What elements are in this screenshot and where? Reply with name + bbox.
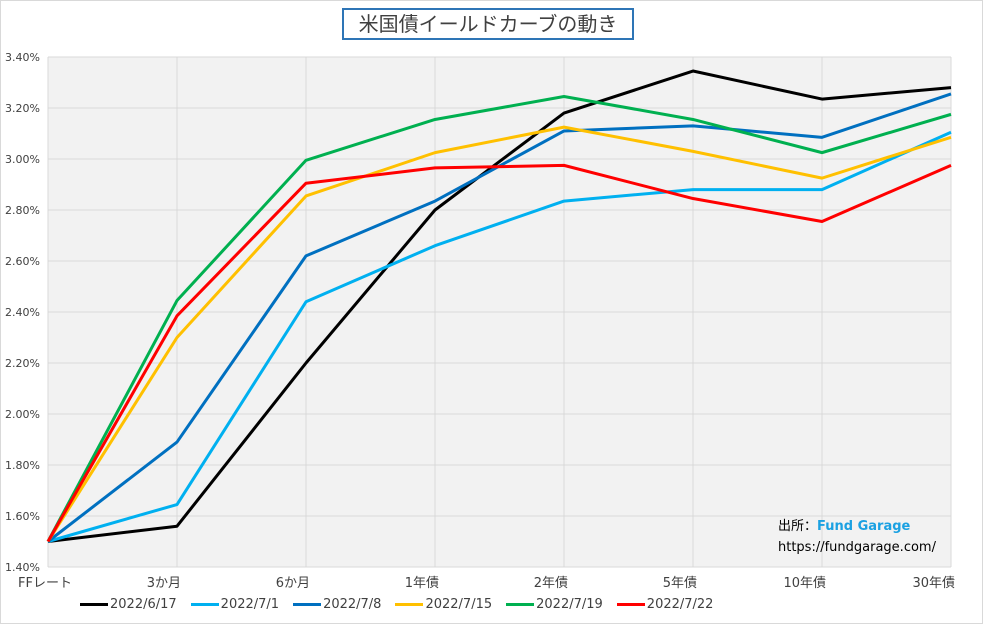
legend-label: 2022/7/15 — [425, 597, 493, 612]
series-line — [46, 95, 952, 543]
legend-item: 2022/7/1 — [190, 597, 280, 612]
x-tick-label: 2年債 — [534, 576, 568, 591]
source-name: Fund Garage — [817, 519, 911, 534]
y-tick-label: 3.00% — [5, 153, 40, 166]
y-tick-label: 2.20% — [5, 357, 40, 370]
legend-label: 2022/6/17 — [110, 597, 177, 612]
legend-item: 2022/7/22 — [616, 597, 714, 612]
x-tick-label: 1年債 — [405, 576, 439, 591]
source-url: https://fundgarage.com/ — [778, 540, 936, 555]
legend-item: 2022/7/19 — [506, 597, 603, 612]
y-tick-label: 3.20% — [5, 102, 40, 115]
y-tick-label: 2.40% — [5, 306, 40, 319]
legend: 2022/6/17 2022/7/1 2022/7/8 2022/7/15 2022/7… — [80, 597, 713, 612]
legend-item: 2022/7/8 — [293, 597, 381, 612]
x-tick-label: 5年債 — [663, 576, 697, 591]
legend-swatch — [616, 603, 645, 606]
legend-label: 2022/7/22 — [646, 597, 714, 612]
series-line — [47, 130, 952, 543]
source-label: 出所： — [778, 519, 818, 534]
x-tick-label: 10年債 — [783, 576, 826, 591]
legend-swatch — [293, 603, 322, 606]
x-tick-label: 6か月 — [276, 576, 310, 591]
y-tick-label: 3.40% — [5, 51, 40, 64]
y-tick-label: 1.80% — [5, 459, 40, 472]
x-tick-label: 3か月 — [147, 576, 181, 591]
legend-label: 2022/7/19 — [536, 597, 603, 612]
legend-label: 2022/7/8 — [323, 597, 382, 612]
legend-swatch — [506, 603, 535, 606]
x-tick-label: 30年債 — [912, 576, 955, 591]
legend-item: 2022/6/17 — [80, 597, 177, 612]
legend-swatch — [395, 603, 424, 606]
y-tick-label: 1.60% — [5, 510, 40, 523]
y-tick-label: 1.40% — [5, 561, 40, 574]
legend-item: 2022/7/15 — [395, 597, 492, 612]
source-note: 出所：Fund Garage — [778, 515, 910, 534]
x-tick-label: FFレート — [18, 576, 72, 591]
y-tick-label: 2.60% — [5, 255, 40, 268]
series-line — [46, 163, 952, 543]
chart-title: 米国債イールドカーブの動き — [342, 8, 634, 40]
y-tick-label: 2.80% — [5, 204, 40, 217]
y-tick-label: 2.00% — [5, 408, 40, 421]
legend-swatch — [80, 603, 108, 606]
series-line — [46, 125, 952, 543]
legend-swatch — [190, 603, 219, 606]
series-line — [47, 69, 952, 543]
legend-label: 2022/7/1 — [220, 597, 280, 612]
